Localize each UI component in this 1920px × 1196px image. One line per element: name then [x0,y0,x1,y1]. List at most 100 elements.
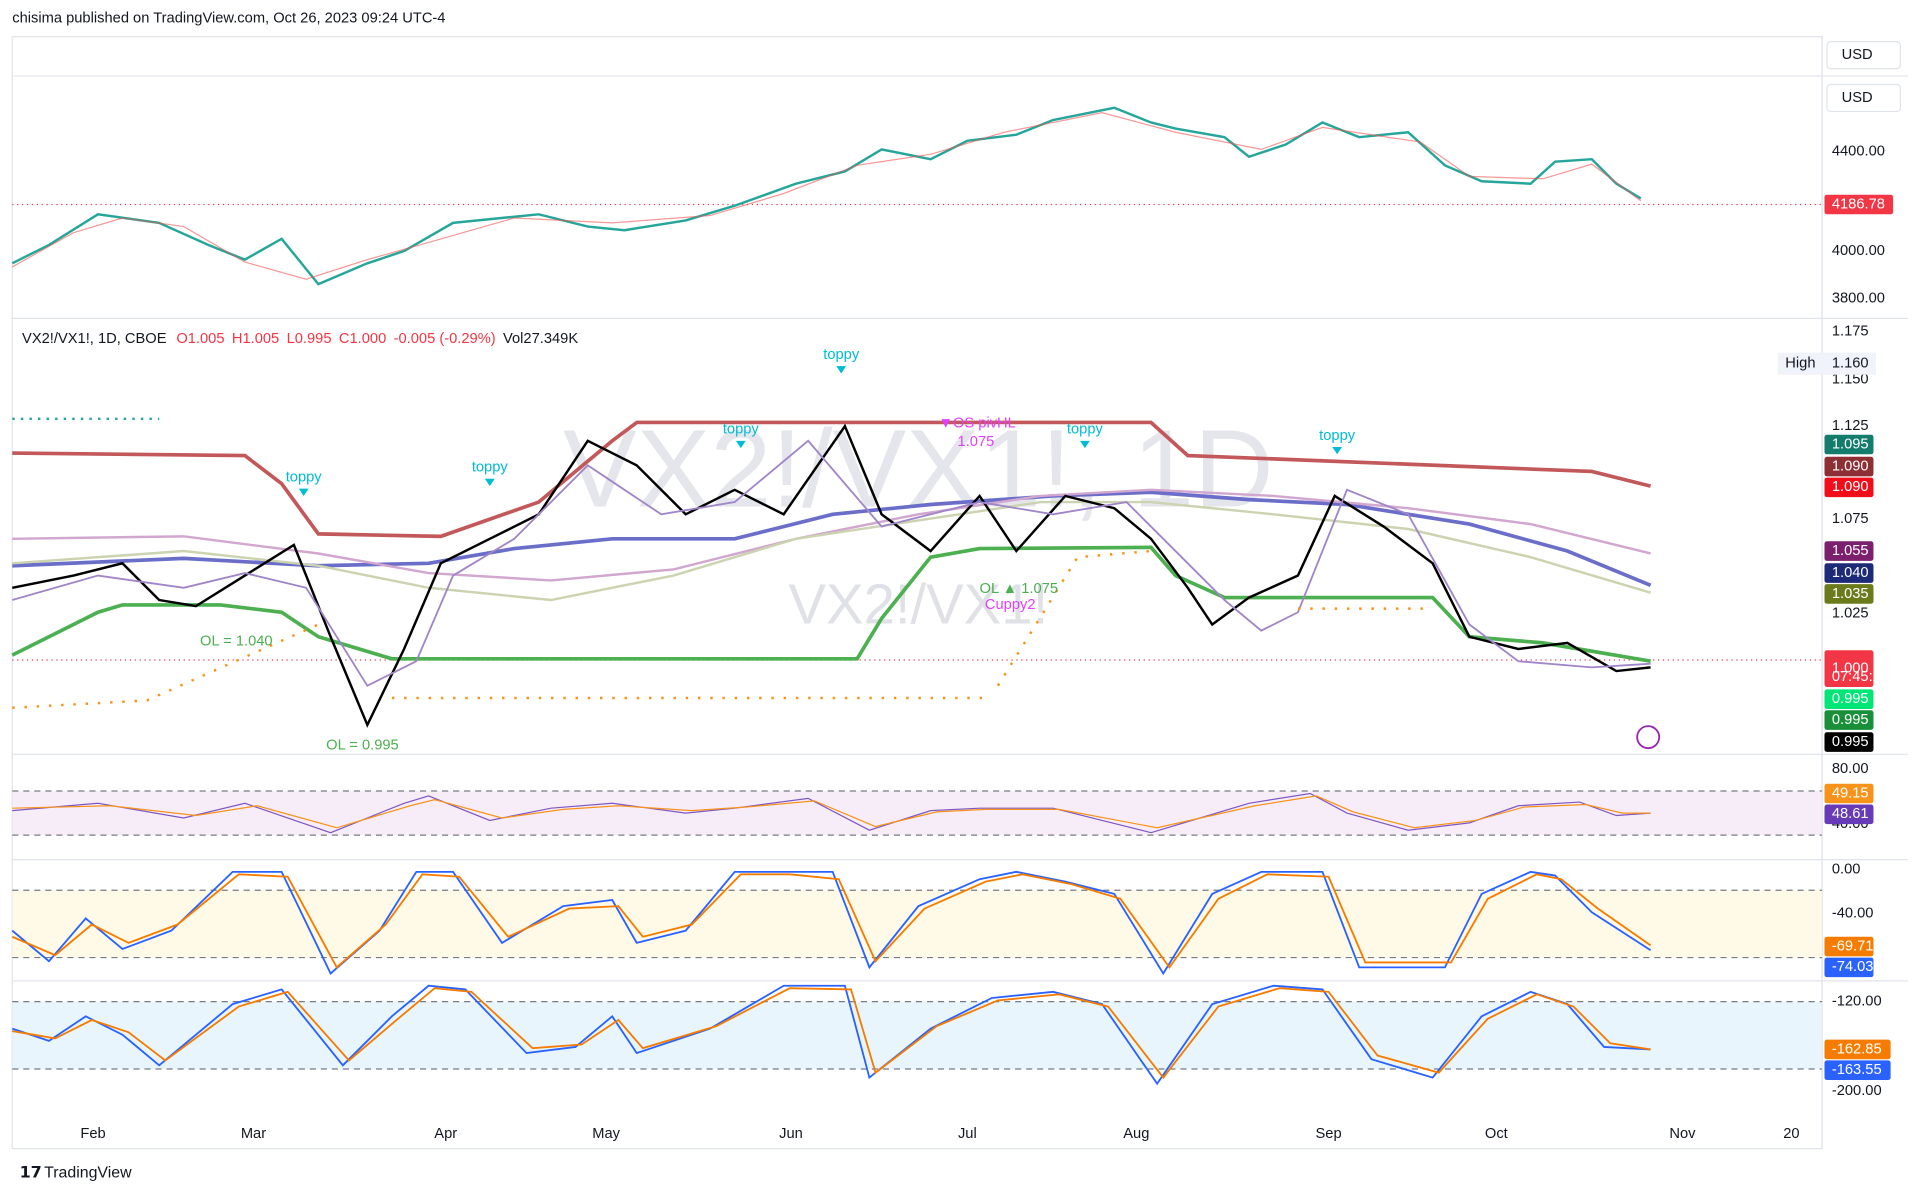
stoch-k [11,870,1652,976]
watermark-small: VX2!/VX1! [788,572,1048,635]
price-axis-label: 1.175 [1832,324,1869,340]
annotation-arrow [735,440,746,449]
time-axis-label: 20 [1783,1126,1799,1142]
rsi-band [12,791,1823,836]
price-tag [1824,1039,1891,1060]
annotation: ▼OS pivHL [938,416,1015,432]
time-axis-label: Nov [1669,1126,1696,1142]
annotation: toppy [286,469,323,485]
price-tag-label: -69.71 [1832,938,1874,954]
currency-button[interactable] [1826,83,1902,113]
stoch-d [11,873,1652,969]
annotation-arrow [836,366,847,374]
alert-icon[interactable] [1636,725,1661,750]
price-tag [1824,936,1874,957]
stoch-band [12,890,1823,958]
price-tag [1824,957,1874,978]
legend-item: O1.005 [176,331,224,347]
price-tag [1824,1060,1891,1081]
legend-item: C1.000 [339,331,386,347]
ratio-step-line [11,439,1651,687]
annotation-arrow [298,488,309,496]
currency-button[interactable] [1826,41,1902,70]
last-price-label: 4186.78 [1832,196,1885,212]
osc-axis-label: -120.00 [1832,994,1882,1010]
price-tag [1824,541,1874,561]
price-tag [1824,456,1874,477]
high-name: High [1785,356,1815,372]
annotation: OL ▲ 1.075 [980,581,1059,597]
support-dots [12,549,1433,709]
annotation: OL = 0.995 [326,738,399,754]
price-tag [1824,434,1874,455]
high-tag [1777,352,1876,375]
price-axis-label: 4400.00 [1832,144,1885,160]
wpr-line [11,984,1651,1086]
price-tag-label: 0.995 [1832,712,1869,728]
rsi-signal [12,795,1651,829]
time-axis-label: Apr [434,1126,457,1142]
price-tag-label: 48.61 [1832,806,1869,822]
currency-label: USD [1842,90,1873,106]
high-value: 1.160 [1832,356,1869,372]
price-axis-label: 1.125 [1832,418,1869,434]
time-axis-label: Aug [1123,1126,1149,1142]
price-tag-label: -162.85 [1832,1041,1882,1057]
price-tag [1824,584,1874,604]
tv-logo: 𝟭𝟳 [20,1164,42,1181]
annotation: toppy [472,460,509,476]
annotation-arrow [1332,446,1343,455]
price-tag [1824,477,1874,498]
time-axis-label: Oct [1485,1126,1508,1142]
price-tag-label: -74.03 [1832,959,1874,975]
price-tag-label: 49.15 [1832,785,1869,801]
osc-axis-label: -40.00 [1832,905,1874,921]
legend-item: VX2!/VX1!, 1D, CBOE [22,331,167,347]
header: chisima published on TradingView.com, Oc… [12,10,445,26]
price-axis-label: 1.025 [1832,605,1869,621]
spx-price-shadow [11,112,1642,280]
annotation: OL = 1.040 [200,634,273,650]
time-axis-label: Mar [241,1126,266,1142]
price-tag [1824,563,1874,583]
price-tag [1824,689,1874,709]
price-tag-label: 1.040 [1832,565,1869,581]
osc-axis-label: 80.00 [1832,761,1869,777]
footer: TradingView [44,1164,132,1181]
annotation: toppy [723,422,760,438]
price-axis-label: 3800.00 [1832,291,1885,307]
annotation: 1.075 [958,434,995,450]
osc-axis-label: 0.00 [1832,861,1861,877]
annotation-arrow [1080,440,1090,449]
time-axis-label: Jun [779,1126,803,1142]
price-tag-label: 1.055 [1832,543,1869,559]
annotation: Cuppy2 [985,597,1036,613]
price-tag-label: 1.090 [1832,479,1869,495]
support-line [11,545,1651,664]
annotation-arrow [484,478,495,487]
legend-item: Vol27.349K [503,331,578,347]
price-axis-label: 4000.00 [1832,243,1885,259]
legend-item: H1.005 [232,331,279,347]
price-tag [1824,732,1874,752]
wpr-signal [12,987,1651,1080]
annotation: toppy [823,347,860,363]
price-tag [1824,804,1874,825]
annotation: toppy [1319,428,1356,444]
spx-price [11,106,1642,286]
time-axis-label: Sep [1316,1126,1342,1142]
osc-axis-label: -200.00 [1832,1083,1882,1099]
price-tag-label: 1.035 [1832,586,1869,602]
time-axis-label: Feb [80,1126,105,1142]
legend-item: L0.995 [287,331,332,347]
countdown: 07:45:28 [1832,669,1889,685]
pane-frames [11,36,1908,1150]
wpr-band [12,1001,1823,1069]
price-tag-label: 1.090 [1832,458,1869,474]
price-tag [1824,783,1874,804]
currency-label: USD [1842,47,1873,63]
price-tag [1824,650,1874,687]
legend-item: -0.005 (-0.29%) [394,331,496,347]
